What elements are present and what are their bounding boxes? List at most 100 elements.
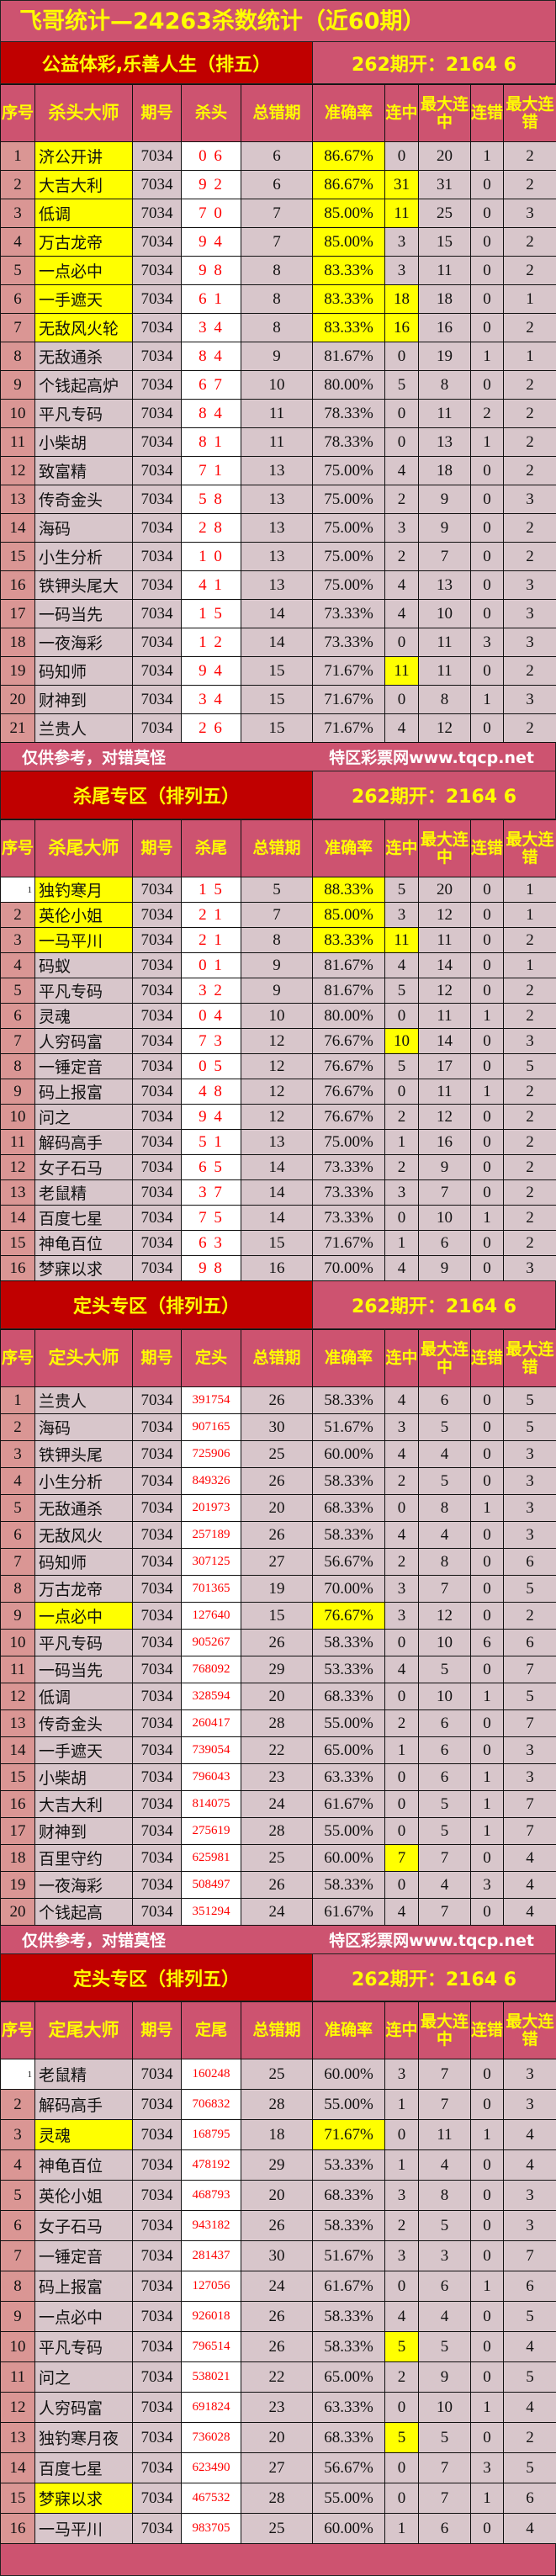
cell-index: 2 [1,1414,35,1441]
cell-max-streak-hit: 11 [419,928,471,953]
cell-period: 7034 [133,543,182,571]
cell-master-name: 一锤定音 [35,2241,133,2271]
header-row: 序号杀头大师期号杀头总错期准确率连中最大连中连错最大连错 [1,85,556,142]
cell-streak-hit: 3 [385,903,419,928]
cell-index: 6 [1,285,35,314]
cell-max-streak-miss: 3 [504,2090,556,2120]
cell-accuracy: 88.33% [313,877,385,903]
cell-kill-number: 0 1 [182,953,241,978]
cell-total-errors: 20 [241,2423,313,2453]
cell-index: 19 [1,657,35,686]
cell-accuracy: 75.00% [313,571,385,600]
cell-total-errors: 20 [241,1683,313,1710]
header-streak-hit: 连中 [385,820,419,877]
cell-period: 7034 [133,657,182,686]
header-max-streak-hit: 最大连中 [419,820,471,877]
cell-index: 18 [1,1845,35,1872]
cell-streak-miss: 1 [471,1495,504,1522]
cell-period: 7034 [133,1495,182,1522]
cell-accuracy: 60.00% [313,1441,385,1468]
cell-streak-miss: 0 [471,978,504,1004]
disclaimer-footer: 仅供参考，对错莫怪 特区彩票网www.tqcp.net [0,1926,556,1954]
cell-max-streak-miss: 5 [504,1576,556,1603]
cell-streak-miss: 1 [471,1764,504,1791]
cell-index: 10 [1,1630,35,1656]
cell-max-streak-hit: 5 [419,2211,471,2241]
cell-max-streak-miss: 3 [504,2181,556,2211]
cell-max-streak-miss: 3 [504,686,556,714]
cell-max-streak-hit: 11 [419,1004,471,1029]
cell-max-streak-hit: 10 [419,1630,471,1656]
cell-master-name: 灵魂 [35,2120,133,2150]
cell-streak-hit: 4 [385,2302,419,2332]
cell-index: 9 [1,1079,35,1105]
cell-accuracy: 83.33% [313,257,385,285]
cell-max-streak-miss: 1 [504,877,556,903]
cell-kill-number: 7 5 [182,1206,241,1231]
cell-total-errors: 25 [241,2059,313,2090]
cell-index: 2 [1,171,35,199]
cell-streak-hit: 0 [385,1872,419,1899]
cell-max-streak-hit: 9 [419,2362,471,2393]
cell-index: 6 [1,2211,35,2241]
cell-master-name: 传奇金头 [35,485,133,514]
cell-index: 19 [1,1872,35,1899]
cell-total-errors: 16 [241,1256,313,1281]
disclaimer-text: 仅供参考，对错莫怪 [22,1928,166,1951]
cell-accuracy: 70.00% [313,1256,385,1281]
cell-index: 11 [1,428,35,457]
cell-streak-hit: 0 [385,142,419,171]
cell-streak-miss: 1 [471,2393,504,2423]
cell-accuracy: 75.00% [313,457,385,485]
cell-max-streak-hit: 7 [419,2090,471,2120]
cell-kill-number: 9 4 [182,657,241,686]
cell-period: 7034 [133,2332,182,2362]
cell-total-errors: 12 [241,1029,313,1054]
cell-streak-hit: 0 [385,1818,419,1845]
cell-kill-number: 9 4 [182,1105,241,1130]
cell-total-errors: 30 [241,1414,313,1441]
cell-max-streak-hit: 3 [419,2241,471,2271]
cell-max-streak-hit: 16 [419,1130,471,1155]
site-link[interactable]: 特区彩票网www.tqcp.net [329,1928,534,1951]
cell-period: 7034 [133,1576,182,1603]
cell-master-name: 一码当先 [35,1656,133,1683]
cell-kill-number: 7 0 [182,199,241,228]
cell-index: 7 [1,1029,35,1054]
cell-accuracy: 68.33% [313,1683,385,1710]
cell-kill-number: 625981 [182,1845,241,1872]
cell-max-streak-miss: 7 [504,1791,556,1818]
site-link[interactable]: 特区彩票网www.tqcp.net [329,745,534,768]
cell-index: 13 [1,1180,35,1206]
cell-master-name: 财神到 [35,1818,133,1845]
cell-max-streak-hit: 6 [419,1764,471,1791]
cell-streak-miss: 0 [471,2241,504,2271]
cell-period: 7034 [133,171,182,199]
cell-index: 14 [1,2453,35,2483]
cell-streak-miss: 0 [471,2211,504,2241]
cell-max-streak-miss: 6 [504,2483,556,2514]
cell-master-name: 女子石马 [35,1155,133,1180]
cell-period: 7034 [133,1818,182,1845]
cell-kill-number: 8 4 [182,342,241,371]
cell-period: 7034 [133,1231,182,1256]
cell-accuracy: 80.00% [313,371,385,400]
cell-accuracy: 81.67% [313,953,385,978]
cell-max-streak-hit: 6 [419,2514,471,2544]
cell-max-streak-hit: 13 [419,571,471,600]
cell-max-streak-hit: 8 [419,2181,471,2211]
cell-total-errors: 26 [241,1468,313,1495]
cell-total-errors: 26 [241,1872,313,1899]
cell-index: 16 [1,1256,35,1281]
